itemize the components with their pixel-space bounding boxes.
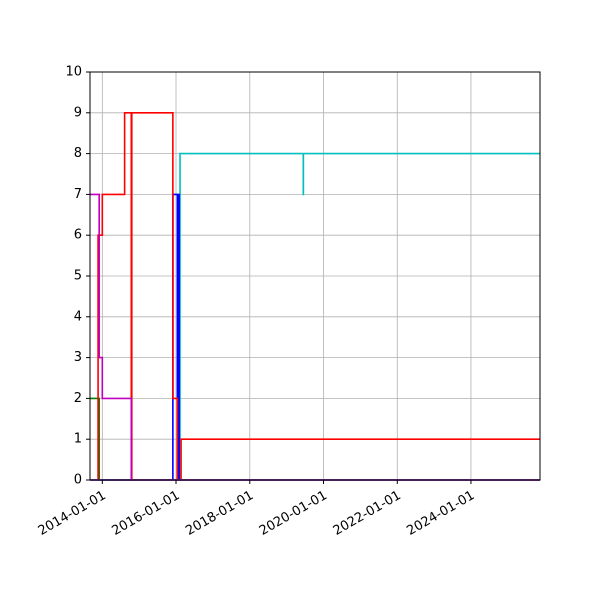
series-line-2 [90,193,540,481]
y-tick-label-5: 5 [74,269,82,284]
x-axis-ticks: 2014-01-01 2016-01-01 2018-01-01 2020-01-01… [36,480,477,539]
y-axis-ticks: 0 1 2 3 4 5 6 7 8 9 10 [65,65,90,488]
series-line-0 [90,152,540,481]
y-tick-label-7: 7 [74,187,82,202]
y-tick-label-3: 3 [74,350,82,365]
x-tick-label-0: 2014-01-01 [36,488,109,539]
y-tick-label-9: 9 [74,105,82,120]
y-tick-label-6: 6 [74,228,82,243]
x-tick-label-2: 2018-01-01 [183,488,256,539]
y-tick-label-10: 10 [65,65,82,80]
x-tick-label-3: 2020-01-01 [257,488,330,539]
series-line-3 [97,112,540,481]
y-tick-label-4: 4 [74,309,82,324]
x-tick-label-5: 2024-01-01 [404,488,477,539]
x-tick-label-1: 2016-01-01 [109,488,182,539]
y-tick-label-8: 8 [74,146,82,161]
series-line-4 [90,193,540,481]
series-layer [90,112,540,481]
y-tick-label-0: 0 [74,473,82,488]
y-tick-label-2: 2 [74,391,82,406]
x-tick-label-4: 2022-01-01 [331,488,404,539]
y-tick-label-1: 1 [74,432,82,447]
grid-layer [90,71,540,481]
